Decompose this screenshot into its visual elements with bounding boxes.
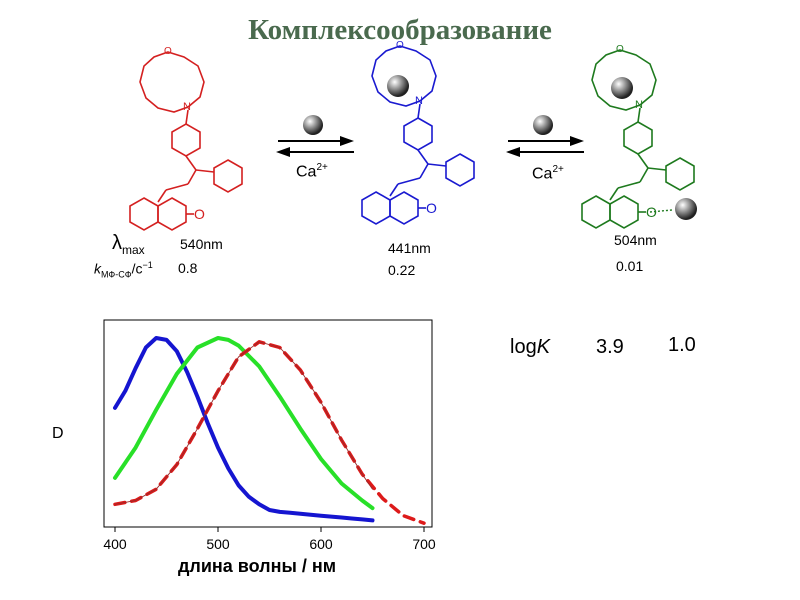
lambda-value-free: 540nm — [180, 236, 223, 252]
calcium-label-2: Ca2+ — [532, 164, 564, 183]
x-tick-label: 400 — [103, 536, 127, 552]
k-value-complex2: 0.01 — [616, 258, 644, 274]
crown-oxygen-label: O — [616, 44, 624, 55]
series-line-red-2 — [113, 340, 426, 525]
calcium-ion-icon — [303, 115, 323, 135]
x-tick-label: 700 — [412, 536, 436, 552]
logk-label: logK — [510, 336, 551, 358]
calcium-ion-icon — [533, 115, 553, 135]
chart-frame — [103, 319, 433, 528]
x-tick-label: 500 — [206, 536, 230, 552]
logk-value-1: 3.9 — [596, 336, 624, 358]
rate-constant-label: kМФ-СФ/с−1 — [94, 260, 153, 280]
amine-nitrogen-label: N — [635, 99, 643, 111]
crown-oxygen-label: O — [164, 46, 172, 57]
chart-xlabel: длина волны / нм — [178, 556, 337, 576]
carbonyl-oxygen-label: O — [194, 206, 205, 222]
k-value-complex1: 0.22 — [388, 262, 416, 278]
series-line-blue-0 — [113, 336, 375, 523]
x-tick-label: 600 — [309, 536, 333, 552]
carbonyl-oxygen-label: O — [426, 200, 437, 216]
page-title: Комплексообразование — [248, 14, 552, 46]
amine-nitrogen-label: N — [415, 95, 423, 107]
calcium-ion-icon — [387, 75, 409, 97]
lambda-value-complex2: 504nm — [614, 232, 657, 248]
equilibrium-arrow-icon — [506, 136, 584, 157]
series-line-red-3 — [114, 341, 373, 505]
logk-value-2: 1.0 — [668, 334, 696, 356]
amine-nitrogen-label: N — [183, 101, 191, 113]
chart-ylabel: D — [52, 425, 64, 442]
lambda-value-complex1: 441nm — [388, 240, 431, 256]
k-value-free: 0.8 — [178, 260, 198, 276]
carbonyl-oxygen-label: O — [646, 204, 657, 220]
equilibrium-arrow-icon — [276, 136, 354, 157]
crown-oxygen-label: O — [396, 40, 404, 51]
lambda-max-label: λmax — [112, 232, 145, 257]
calcium-ion-icon — [675, 198, 697, 220]
series-line-green-1 — [113, 336, 375, 511]
calcium-ion-icon — [611, 77, 633, 99]
calcium-label-1: Ca2+ — [296, 162, 328, 181]
